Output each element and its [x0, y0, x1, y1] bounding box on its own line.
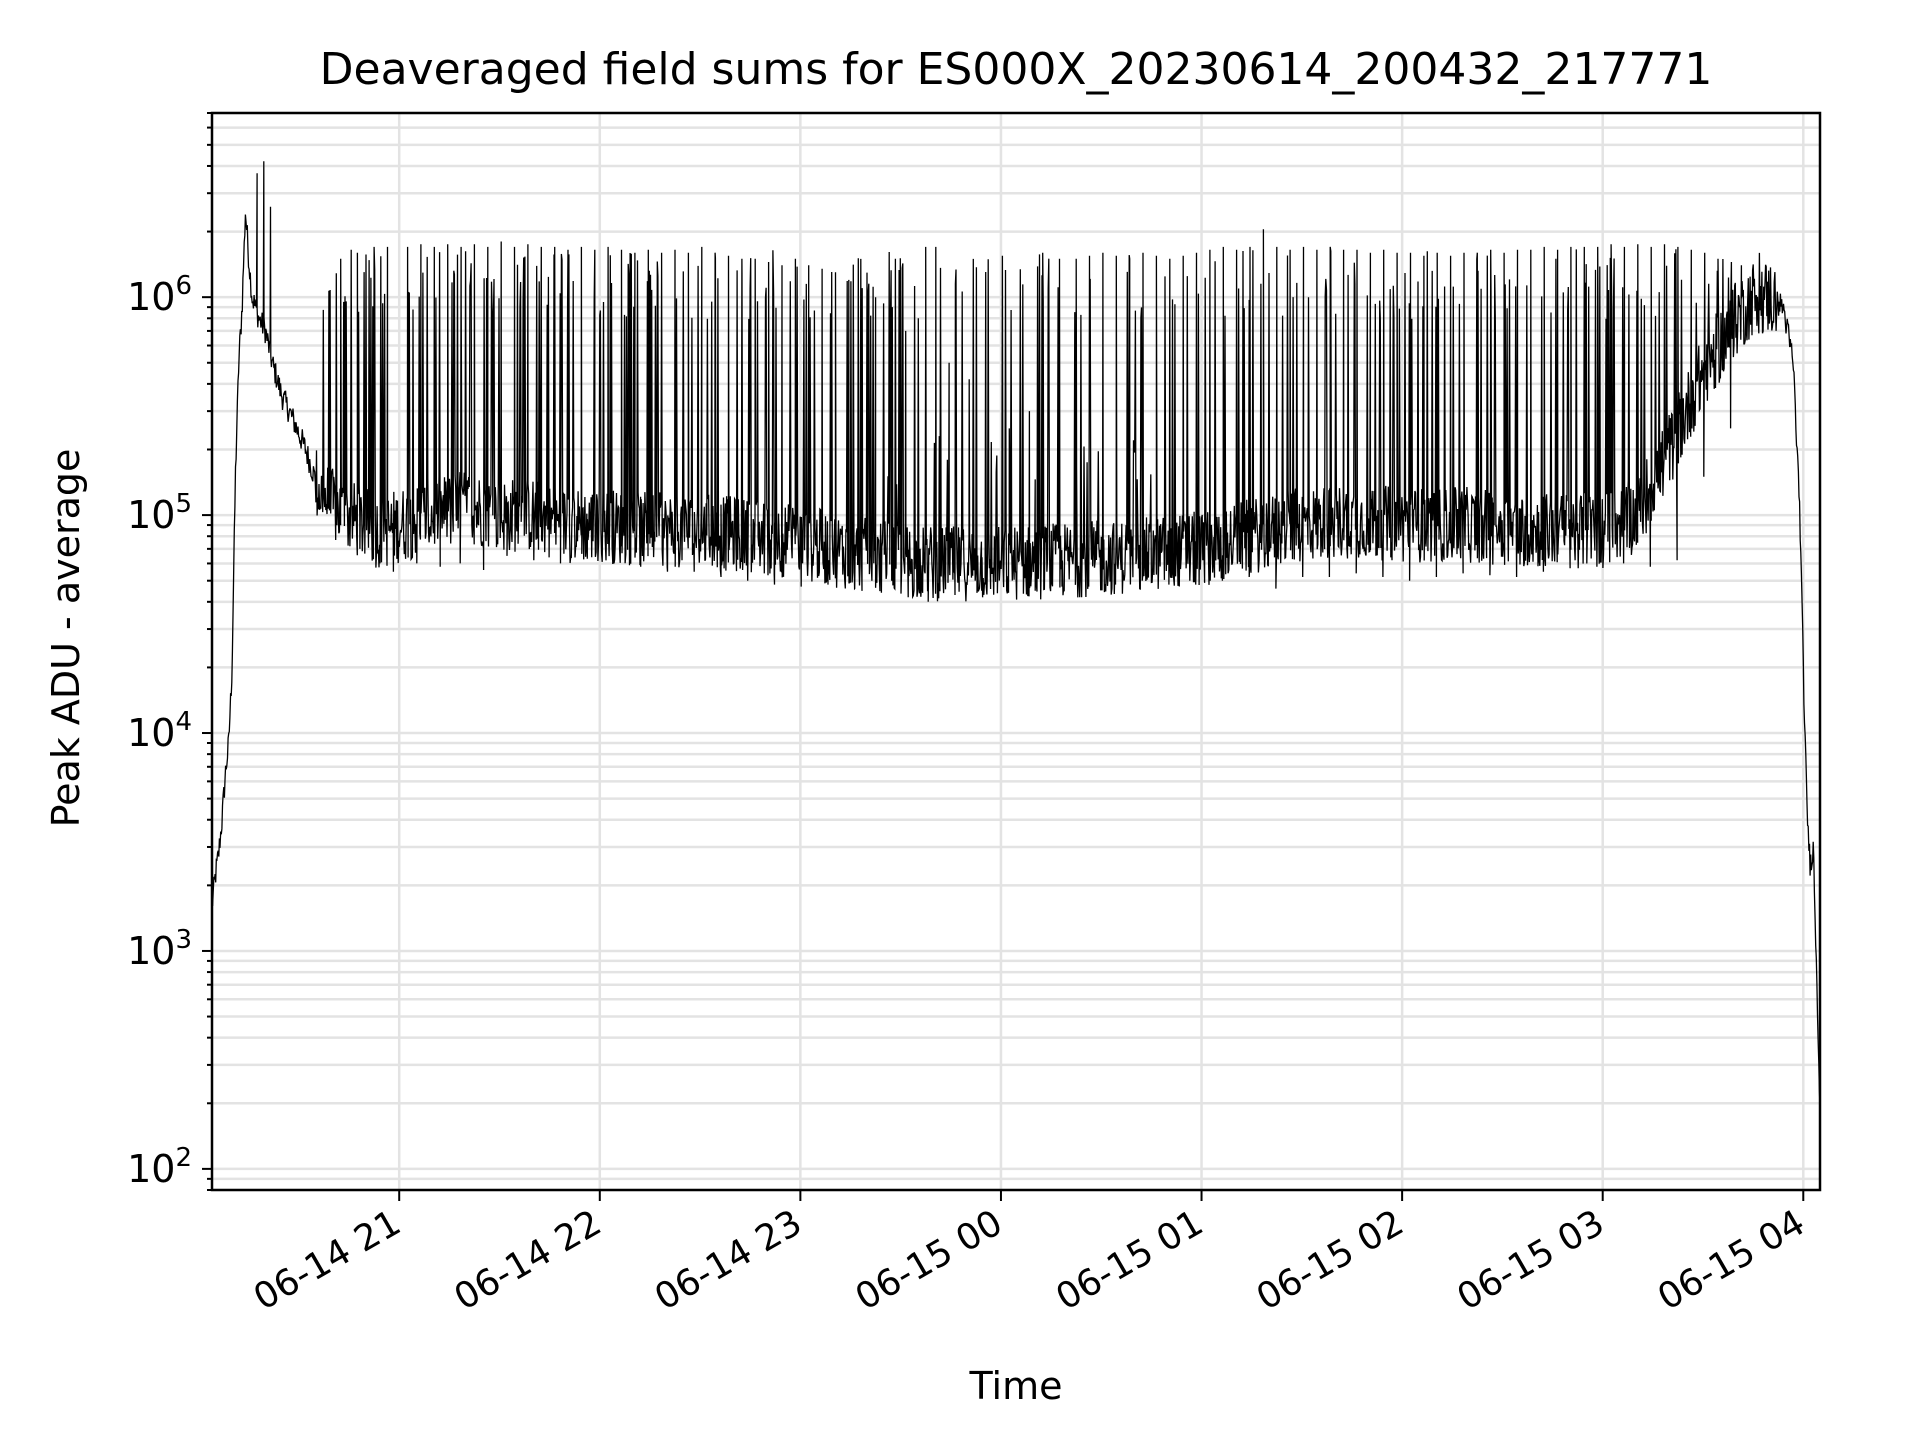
x-tick-label: 06-14 21: [247, 1202, 408, 1318]
y-tick-exponent: 5: [175, 489, 192, 519]
x-tick-label: 06-15 02: [1250, 1202, 1411, 1318]
y-tick-base: 10: [127, 493, 175, 537]
y-tick-label: 104: [127, 707, 192, 755]
x-tick-label: 06-15 03: [1451, 1202, 1612, 1318]
y-tick-label: 102: [127, 1143, 192, 1191]
y-tick-label: 105: [127, 489, 192, 537]
y-tick-label: 106: [127, 271, 192, 319]
y-tick-exponent: 4: [175, 707, 192, 737]
data-layer: [211, 161, 1821, 1107]
y-tick-base: 10: [127, 1147, 175, 1191]
x-axis-label: Time: [969, 1364, 1063, 1408]
x-tick-label: 06-14 22: [448, 1202, 609, 1318]
data-series-line: [211, 161, 1821, 1107]
x-tick-label: 06-15 00: [849, 1202, 1010, 1318]
y-tick-base: 10: [127, 711, 175, 755]
plot-frame: [210, 111, 1822, 1192]
y-tick-base: 10: [127, 929, 175, 973]
x-tick-label: 06-14 23: [648, 1202, 809, 1318]
x-tick-label: 06-15 01: [1049, 1202, 1210, 1318]
y-tick-exponent: 3: [175, 925, 192, 955]
y-tick-exponent: 2: [175, 1143, 192, 1173]
y-tick-exponent: 6: [175, 271, 192, 301]
chart-title: Deaveraged field sums for ES000X_2023061…: [319, 44, 1713, 95]
x-tick-label: 06-15 04: [1651, 1202, 1812, 1318]
y-tick-label: 103: [127, 925, 192, 973]
y-tick-base: 10: [127, 275, 175, 319]
